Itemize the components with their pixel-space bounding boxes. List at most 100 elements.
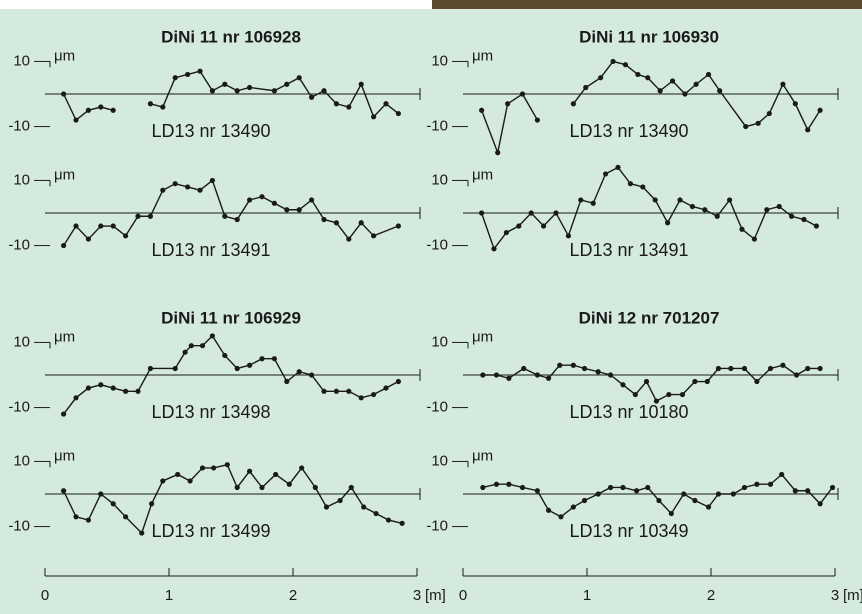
y-tick-label: 10	[13, 171, 30, 188]
data-point	[620, 382, 625, 387]
chart-title: DiNi 11 nr 106929	[161, 308, 301, 327]
data-point	[583, 85, 588, 90]
data-point	[793, 101, 798, 106]
data-point	[541, 223, 546, 228]
chart-subtitle: LD13 nr 10180	[569, 402, 688, 422]
data-point	[371, 233, 376, 238]
data-point	[61, 243, 66, 248]
chart-subtitle: LD13 nr 13499	[151, 521, 270, 541]
data-point	[653, 197, 658, 202]
data-point	[197, 188, 202, 193]
data-point	[98, 491, 103, 496]
data-point	[830, 485, 835, 490]
data-point	[506, 482, 511, 487]
data-point	[702, 207, 707, 212]
data-point	[504, 230, 509, 235]
data-point	[272, 88, 277, 93]
data-point	[247, 469, 252, 474]
data-point	[73, 117, 78, 122]
data-point	[480, 485, 485, 490]
data-point	[794, 372, 799, 377]
data-point	[596, 369, 601, 374]
data-point	[160, 188, 165, 193]
data-point	[596, 491, 601, 496]
chart-subtitle: LD13 nr 10349	[569, 521, 688, 541]
y-unit: μm	[54, 166, 75, 183]
chart-subtitle: LD13 nr 13498	[151, 402, 270, 422]
data-point	[801, 217, 806, 222]
data-point	[173, 366, 178, 371]
data-point	[535, 117, 540, 122]
data-point	[173, 181, 178, 186]
data-point	[73, 395, 78, 400]
data-point	[742, 485, 747, 490]
data-point	[309, 95, 314, 100]
data-point	[373, 511, 378, 516]
y-unit: μm	[472, 166, 493, 183]
data-point	[644, 379, 649, 384]
data-point	[359, 82, 364, 87]
data-point	[571, 504, 576, 509]
data-point	[222, 214, 227, 219]
data-point	[273, 472, 278, 477]
data-point	[634, 488, 639, 493]
data-point	[297, 207, 302, 212]
data-point	[752, 236, 757, 241]
data-point	[805, 488, 810, 493]
data-point	[334, 220, 339, 225]
data-point	[818, 501, 823, 506]
data-point	[694, 82, 699, 87]
y-unit: μm	[54, 47, 75, 64]
data-point	[705, 379, 710, 384]
chart-subtitle: LD13 nr 13491	[151, 240, 270, 260]
data-point	[359, 395, 364, 400]
data-point	[185, 72, 190, 77]
chart-subtitle: LD13 nr 13491	[569, 240, 688, 260]
data-point	[520, 91, 525, 96]
data-point	[728, 366, 733, 371]
data-point	[706, 72, 711, 77]
y-unit: μm	[472, 328, 493, 345]
data-point	[768, 482, 773, 487]
data-point	[645, 75, 650, 80]
data-point	[73, 223, 78, 228]
data-point	[313, 485, 318, 490]
data-point	[309, 197, 314, 202]
data-point	[139, 530, 144, 535]
data-point	[284, 379, 289, 384]
data-point	[346, 104, 351, 109]
data-point	[235, 217, 240, 222]
x-tick-label: 3	[413, 587, 421, 604]
data-point	[717, 88, 722, 93]
chart-subtitle: LD13 nr 13490	[569, 121, 688, 141]
data-point	[349, 485, 354, 490]
data-point	[566, 233, 571, 238]
data-point	[670, 78, 675, 83]
data-point	[706, 504, 711, 509]
data-point	[61, 488, 66, 493]
y-tick-label: -10	[8, 518, 30, 535]
data-point	[383, 385, 388, 390]
data-point	[789, 214, 794, 219]
data-point	[297, 369, 302, 374]
data-point	[818, 108, 823, 113]
data-point	[235, 485, 240, 490]
data-point	[210, 88, 215, 93]
y-tick-label: -10	[8, 237, 30, 254]
y-tick-label: -10	[426, 518, 448, 535]
data-point	[578, 197, 583, 202]
x-tick-label: 1	[165, 587, 173, 604]
data-point	[247, 197, 252, 202]
data-point	[628, 181, 633, 186]
data-point	[334, 101, 339, 106]
data-point	[582, 366, 587, 371]
data-point	[86, 517, 91, 522]
data-point	[520, 485, 525, 490]
data-point	[682, 91, 687, 96]
y-tick-label: -10	[8, 399, 30, 416]
data-point	[222, 353, 227, 358]
y-tick-label: 10	[431, 333, 448, 350]
y-tick-label: 10	[431, 52, 448, 69]
data-point	[793, 488, 798, 493]
data-point	[111, 385, 116, 390]
